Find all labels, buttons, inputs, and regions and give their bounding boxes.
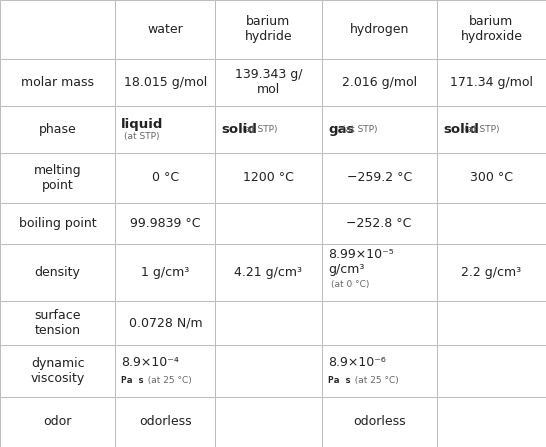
Text: barium
hydroxide: barium hydroxide	[460, 15, 523, 43]
Bar	[437, 345, 546, 397]
Text: −252.8 °C: −252.8 °C	[347, 217, 412, 230]
Text: 1 g/cm³: 1 g/cm³	[141, 266, 189, 279]
Text: barium
hydride: barium hydride	[245, 15, 292, 43]
Bar	[437, 106, 546, 153]
Bar	[215, 202, 322, 244]
Bar	[437, 397, 546, 447]
Bar	[0, 59, 115, 106]
Text: 2.2 g/cm³: 2.2 g/cm³	[461, 266, 521, 279]
Bar	[215, 0, 322, 59]
Bar	[322, 202, 437, 244]
Text: 0 °C: 0 °C	[152, 171, 179, 184]
Text: 171.34 g/mol: 171.34 g/mol	[450, 76, 533, 89]
Bar	[115, 0, 215, 59]
Bar	[437, 301, 546, 345]
Text: surface
tension: surface tension	[34, 309, 81, 337]
Text: molar mass: molar mass	[21, 76, 94, 89]
Bar	[215, 106, 322, 153]
Text: −259.2 °C: −259.2 °C	[347, 171, 412, 184]
Text: (at 25 °C): (at 25 °C)	[142, 375, 192, 385]
Text: 300 °C: 300 °C	[470, 171, 513, 184]
Text: (at STP): (at STP)	[242, 125, 278, 134]
Text: melting
point: melting point	[34, 164, 81, 192]
Text: phase: phase	[39, 123, 76, 136]
Bar	[115, 153, 215, 202]
Text: dynamic
viscosity: dynamic viscosity	[31, 357, 85, 385]
Bar	[322, 0, 437, 59]
Bar	[215, 59, 322, 106]
Bar	[437, 202, 546, 244]
Bar	[215, 397, 322, 447]
Text: odor: odor	[44, 415, 72, 428]
Bar	[0, 106, 115, 153]
Text: solid: solid	[443, 123, 479, 136]
Bar	[0, 301, 115, 345]
Text: boiling point: boiling point	[19, 217, 97, 230]
Bar	[437, 0, 546, 59]
Bar	[115, 106, 215, 153]
Bar	[322, 345, 437, 397]
Text: hydrogen: hydrogen	[349, 23, 409, 36]
Text: odorless: odorless	[139, 415, 192, 428]
Text: liquid: liquid	[121, 118, 164, 131]
Bar	[322, 106, 437, 153]
Text: solid: solid	[222, 123, 258, 136]
Bar	[0, 244, 115, 301]
Bar	[437, 153, 546, 202]
Text: 4.21 g/cm³: 4.21 g/cm³	[234, 266, 302, 279]
Bar	[0, 0, 115, 59]
Text: 2.016 g/mol: 2.016 g/mol	[342, 76, 417, 89]
Text: (at STP): (at STP)	[124, 132, 159, 141]
Bar	[115, 397, 215, 447]
Text: water: water	[147, 23, 183, 36]
Bar	[0, 345, 115, 397]
Text: Pa s: Pa s	[329, 375, 352, 385]
Bar	[322, 397, 437, 447]
Text: 18.015 g/mol: 18.015 g/mol	[124, 76, 207, 89]
Text: (at 0 °C): (at 0 °C)	[331, 280, 370, 290]
Text: 139.343 g/
mol: 139.343 g/ mol	[235, 68, 302, 96]
Text: (at STP): (at STP)	[342, 125, 377, 134]
Bar	[437, 59, 546, 106]
Bar	[215, 301, 322, 345]
Bar	[322, 153, 437, 202]
Bar	[0, 153, 115, 202]
Text: density: density	[35, 266, 81, 279]
Bar	[322, 301, 437, 345]
Text: 8.9×10⁻⁴: 8.9×10⁻⁴	[121, 356, 179, 369]
Bar	[115, 301, 215, 345]
Bar	[437, 244, 546, 301]
Bar	[322, 59, 437, 106]
Bar	[0, 202, 115, 244]
Bar	[215, 345, 322, 397]
Text: 0.0728 N/m: 0.0728 N/m	[128, 316, 202, 329]
Bar	[0, 397, 115, 447]
Text: (at 25 °C): (at 25 °C)	[349, 375, 399, 385]
Text: Pa s: Pa s	[121, 375, 144, 385]
Text: 99.9839 °C: 99.9839 °C	[130, 217, 200, 230]
Text: odorless: odorless	[353, 415, 406, 428]
Text: 1200 °C: 1200 °C	[243, 171, 294, 184]
Bar	[115, 202, 215, 244]
Bar	[115, 345, 215, 397]
Bar	[115, 59, 215, 106]
Bar	[215, 244, 322, 301]
Bar	[215, 153, 322, 202]
Text: 8.9×10⁻⁶: 8.9×10⁻⁶	[329, 356, 386, 369]
Text: gas: gas	[329, 123, 355, 136]
Text: 8.99×10⁻⁵
g/cm³: 8.99×10⁻⁵ g/cm³	[329, 248, 394, 276]
Bar	[322, 244, 437, 301]
Text: (at STP): (at STP)	[464, 125, 500, 134]
Bar	[115, 244, 215, 301]
